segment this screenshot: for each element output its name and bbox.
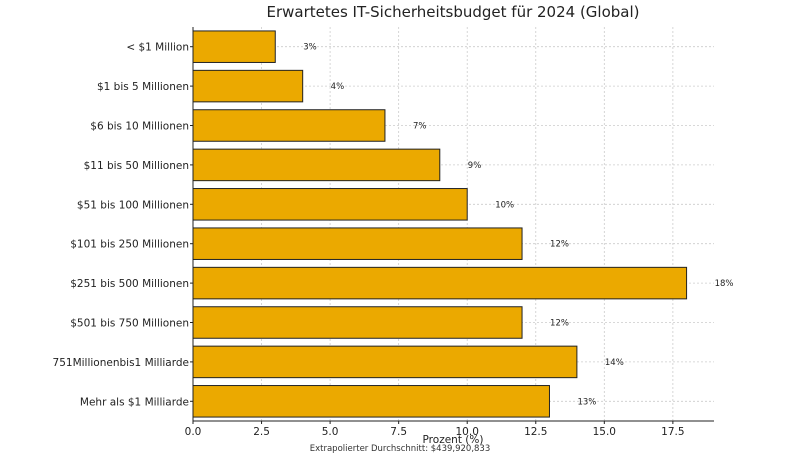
- category-label: $1 bis 5 Millionen: [97, 81, 189, 93]
- chart-title: Erwartetes IT-Sicherheitsbudget für 2024…: [266, 3, 639, 21]
- category-label: $11 bis 50 Millionen: [84, 160, 189, 172]
- bars: 3% 4% 7% 9% 10% 12% 18% 12% 14% 13%: [192, 30, 734, 418]
- data-label: 4%: [331, 82, 345, 92]
- data-label: 18%: [715, 279, 734, 289]
- x-axis-label: Prozent (%): [423, 434, 484, 446]
- category-label: $51 bis 100 Millionen: [77, 199, 189, 211]
- bar: [192, 266, 688, 300]
- category-label: $501 bis 750 Millionen: [70, 318, 189, 330]
- x-tick-label: 0.0: [185, 426, 202, 438]
- bar: [192, 227, 523, 260]
- x-tick-label: 5.0: [322, 426, 339, 438]
- x-tick-label: 7.5: [390, 426, 407, 438]
- data-label: 10%: [495, 200, 514, 210]
- category-label: < $1 Million: [126, 42, 189, 54]
- data-label: 3%: [303, 43, 317, 53]
- bar: [192, 69, 304, 103]
- x-tick-label: 17.5: [661, 426, 684, 438]
- bar: [192, 306, 523, 339]
- bar: [192, 148, 441, 182]
- footnote: Extrapolierter Durchschnitt: $439,920,83…: [310, 444, 491, 454]
- category-label: $6 bis 10 Millionen: [90, 121, 189, 133]
- category-label: $251 bis 500 Millionen: [70, 278, 189, 290]
- category-label: Mehr als $1 Milliarde: [80, 396, 189, 408]
- category-label: $101 bis 250 Millionen: [70, 239, 189, 251]
- x-tick-label: 12.5: [524, 426, 547, 438]
- x-tick-label: 15.0: [593, 426, 616, 438]
- category-label: 751Millionenbis1 Milliarde: [53, 357, 189, 369]
- bar: [192, 345, 578, 379]
- bar: [192, 385, 550, 418]
- x-tick-label: 2.5: [253, 426, 270, 438]
- data-label: 12%: [550, 240, 569, 250]
- axes: < $1 Million $1 bis 5 Millionen $6 bis 10 …: [53, 27, 714, 438]
- data-label: 13%: [577, 397, 596, 407]
- data-label: 9%: [468, 161, 482, 171]
- x-tick-label: 10.0: [456, 426, 479, 438]
- bar: [192, 109, 386, 142]
- bar: [192, 188, 468, 221]
- data-label: 12%: [550, 319, 569, 329]
- bar: [192, 30, 276, 63]
- data-label: 7%: [413, 122, 427, 132]
- data-label: 14%: [605, 358, 624, 368]
